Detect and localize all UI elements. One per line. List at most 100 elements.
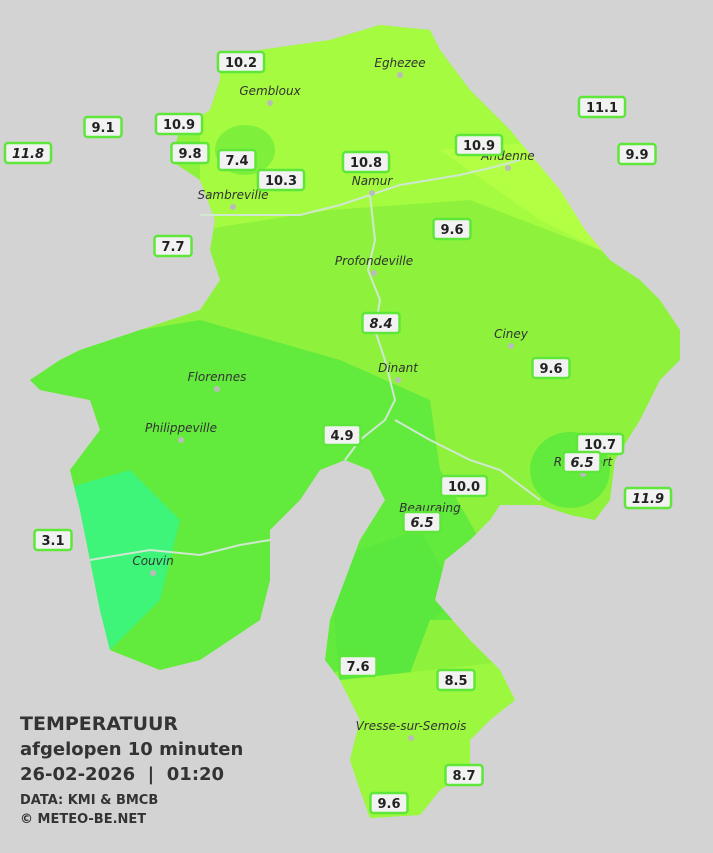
station-value: 10.2 [225,56,257,71]
station-box [436,668,476,692]
station: 8.5 [436,668,476,692]
river-meuse [200,159,521,216]
river-couvin [89,539,271,561]
town-dot [214,386,220,392]
station-box [154,112,204,136]
station-box [623,486,673,510]
station: 10.8 [341,150,391,174]
town-name: Profondeville [335,254,413,268]
zone-vresse [340,660,520,818]
town-name: Couvin [132,554,173,568]
station: 9.8 [170,141,210,165]
station-box [577,95,627,119]
station-box [439,474,489,498]
station: 8.4 [361,311,401,335]
station: 7.6 [338,654,378,678]
station-box [617,142,657,166]
credit: DATA: KMI & BMCB [20,793,158,808]
town-name: Philippeville [145,421,217,435]
stations: 10.2 9.1 10.9 11.8 9.8 7.4 10.3 10.8 10.9 11.1 9.9… [3,50,673,815]
station-value: 6.5 [570,456,593,471]
town-dot [267,100,273,106]
station-value: 9.9 [625,148,648,163]
station-value: 10.7 [584,438,616,453]
station-value: 11.8 [12,147,44,162]
subtitle: afgelopen 10 minuten [20,739,243,760]
station: 7.4 [217,148,257,172]
station-box [322,423,362,447]
station-value: 9.6 [440,223,463,238]
station-value: 4.9 [330,429,353,444]
station-box [217,148,257,172]
station: 11.1 [577,95,627,119]
station: 9.9 [617,142,657,166]
station-value: 11.9 [632,492,664,507]
town-name: Sambreville [197,188,268,202]
town-dot [230,204,236,210]
station-value: 10.9 [463,139,495,154]
station-box [402,510,442,534]
station: 4.9 [322,423,362,447]
station-value: 8.4 [369,317,392,332]
station-box [562,450,602,474]
station-box [369,791,409,815]
station-value: 9.1 [91,121,114,136]
station-value: 11.1 [586,101,618,116]
town-dot [505,165,511,171]
river-lesse [394,419,541,501]
town-dot [178,437,184,443]
town-dot [408,735,414,741]
station-value: 9.6 [377,797,400,812]
station-box [256,168,306,192]
station-value: 9.8 [178,147,201,162]
town-dot [508,343,514,349]
station-value: 8.5 [444,674,467,689]
station-box [432,217,472,241]
station-box [531,356,571,380]
town-dot [397,72,403,78]
station-value: 7.7 [161,240,184,255]
town-name: Vresse-sur-Semois [356,719,467,733]
town-name: Eghezee [374,56,425,70]
station: 6.5 [562,450,602,474]
town-name: Gembloux [239,84,301,98]
station-value: 7.4 [225,154,248,169]
station-box [153,234,193,258]
station-value: 9.6 [539,362,562,377]
station-value: 6.5 [410,516,433,531]
station: 10.3 [256,168,306,192]
station: 11.8 [3,141,53,165]
town-dot [371,270,377,276]
station: 10.2 [216,50,266,74]
station-box [170,141,210,165]
station-box [338,654,378,678]
station: 7.7 [153,234,193,258]
station-value: 3.1 [41,534,64,549]
station-box [3,141,53,165]
station-value: 7.6 [346,660,369,675]
credit: © METEO-BE.NET [20,812,146,827]
station-box [444,763,484,787]
station: 9.6 [531,356,571,380]
station-box [361,311,401,335]
station-box [454,133,504,157]
town-name: Florennes [188,370,247,384]
timestamp: 26-02-2026 | 01:20 [20,764,224,785]
town-dot [369,190,375,196]
station: 9.1 [83,115,123,139]
town-name: Ciney [494,327,529,341]
town-dot [395,377,401,383]
station-value: 10.9 [163,118,195,133]
station: 11.9 [623,486,673,510]
station-box [33,528,73,552]
station-value: 10.3 [265,174,297,189]
station-value: 10.0 [448,480,480,495]
station-box [341,150,391,174]
river-meuse-south [344,194,397,461]
title: TEMPERATUUR [20,713,178,735]
station-box [83,115,123,139]
station: 3.1 [33,528,73,552]
town-name: Namur [352,174,394,188]
